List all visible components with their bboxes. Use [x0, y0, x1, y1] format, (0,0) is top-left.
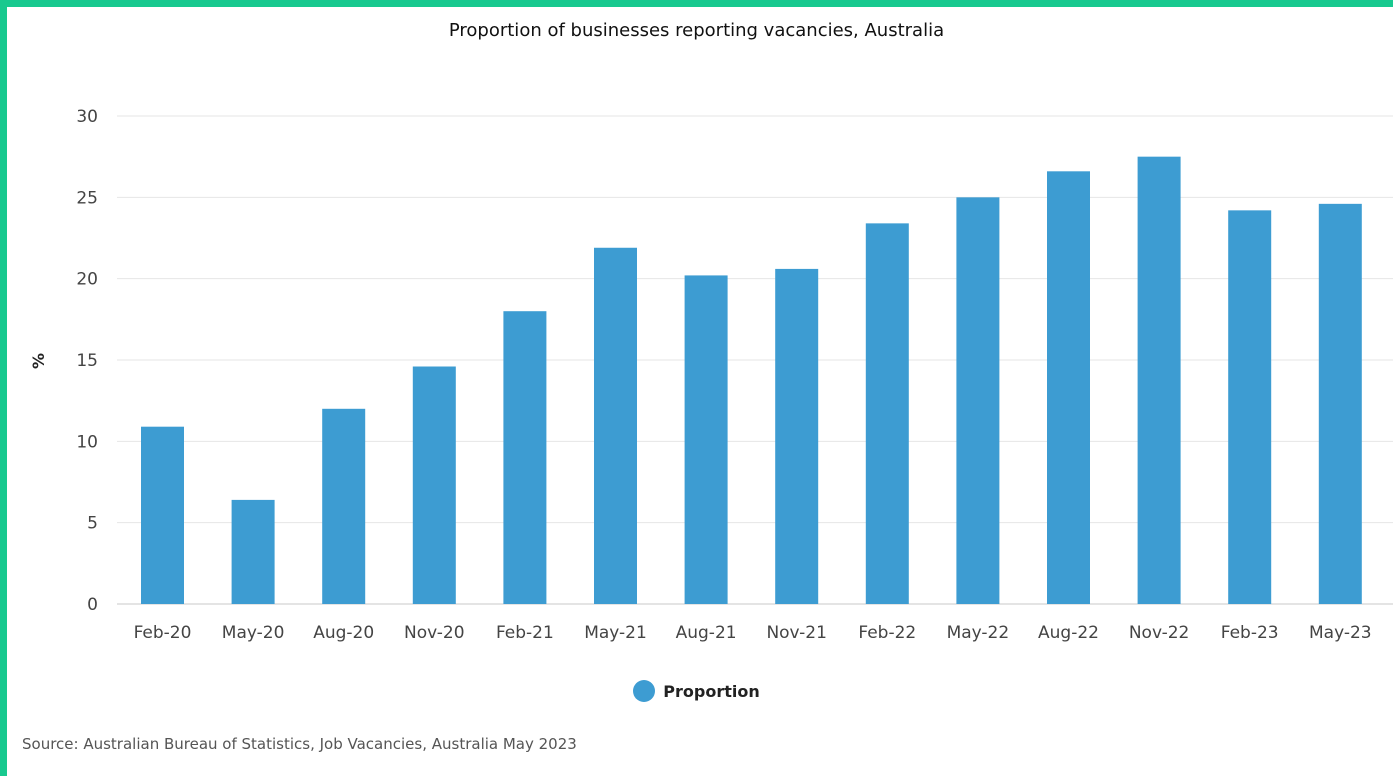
x-tick-label: Aug-20	[313, 623, 374, 643]
bar-feb-20[interactable]	[141, 426, 184, 604]
x-tick-label: May-21	[584, 623, 647, 643]
bars	[141, 156, 1362, 605]
bar-aug-20[interactable]	[322, 408, 366, 604]
grid-lines	[117, 115, 1393, 605]
x-tick-label: Feb-21	[496, 623, 554, 643]
x-tick-label: Feb-20	[134, 623, 192, 643]
y-tick-label: 25	[76, 188, 98, 208]
y-axis-label: %	[29, 353, 48, 369]
legend-label: Proportion	[663, 681, 760, 701]
bar-aug-21[interactable]	[684, 275, 728, 604]
x-tick-label: May-23	[1309, 623, 1372, 643]
source-note: Source: Australian Bureau of Statistics,…	[22, 735, 577, 753]
bar-nov-22[interactable]	[1137, 156, 1181, 604]
bar-aug-22[interactable]	[1047, 171, 1090, 604]
y-tick-label: 20	[76, 270, 98, 290]
x-tick-label: May-22	[947, 623, 1010, 643]
y-tick-label: 0	[87, 595, 98, 615]
bar-nov-21[interactable]	[775, 268, 819, 604]
y-tick-label: 10	[76, 432, 98, 452]
bar-may-21[interactable]	[594, 247, 637, 604]
y-tick-label: 30	[76, 107, 98, 127]
x-tick-label: Aug-22	[1038, 623, 1099, 643]
x-tick-label: Nov-22	[1129, 623, 1190, 643]
y-axis-ticks: 0 5 10 15 20 25 30	[76, 107, 98, 615]
chart-title: Proportion of businesses reporting vacan…	[448, 20, 945, 41]
legend[interactable]: Proportion	[0, 680, 1393, 702]
bar-may-20[interactable]	[231, 499, 275, 604]
x-tick-label: Feb-23	[1221, 623, 1279, 643]
x-tick-label: May-20	[222, 623, 285, 643]
bar-may-22[interactable]	[956, 197, 1000, 605]
y-tick-label: 15	[76, 351, 98, 371]
x-tick-label: Nov-20	[404, 623, 465, 643]
bar-feb-22[interactable]	[865, 223, 909, 605]
x-tick-label: Nov-21	[766, 623, 827, 643]
bar-nov-20[interactable]	[412, 366, 456, 604]
y-tick-label: 5	[87, 514, 98, 534]
x-tick-label: Feb-22	[858, 623, 916, 643]
x-tick-label: Aug-21	[676, 623, 737, 643]
legend-marker-icon	[633, 680, 656, 702]
bar-feb-23[interactable]	[1228, 210, 1272, 604]
bar-feb-21[interactable]	[503, 311, 547, 604]
x-axis-ticks: Feb-20 May-20 Aug-20 Nov-20 Feb-21 May-21 Aug-…	[134, 623, 1372, 643]
bar-may-23[interactable]	[1318, 203, 1362, 604]
